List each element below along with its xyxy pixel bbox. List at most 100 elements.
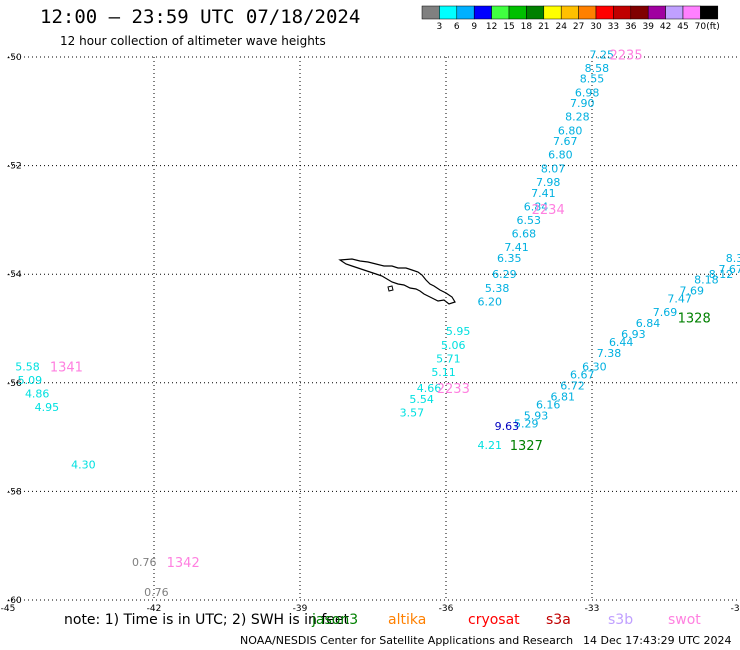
wave-height-label: 6.20: [478, 295, 503, 308]
wave-height-label: 7.67: [553, 135, 578, 148]
wave-height-label: 4.95: [35, 401, 60, 414]
wave-height-label: 5.71: [436, 352, 461, 365]
legend-swatch: [560, 5, 579, 20]
legend-tick-label: 3: [437, 22, 443, 32]
wave-height-label: 7.41: [504, 241, 529, 254]
legend-tick-label: 24: [555, 22, 567, 32]
legend-swatch: [526, 5, 545, 20]
extra-values: 9.63 4.21: [478, 420, 520, 452]
color-legend: 3 6 9 12 15 18 21 24 27 30 33 36 39 42 45 70 (ft): [421, 5, 720, 32]
wave-height-label: 4.21: [478, 439, 503, 452]
pass-id-label: 2234: [532, 203, 565, 218]
wave-height-label: 6.80: [558, 124, 583, 137]
satellite-label: s3a: [546, 612, 571, 628]
wave-height-label: 5.38: [485, 282, 510, 295]
legend-tick-label: 70: [695, 22, 707, 32]
legend-tick-label: 21: [538, 22, 549, 32]
lat-tick-label: -58: [7, 487, 22, 497]
wave-height-label: 8.55: [580, 73, 605, 86]
legend-swatch: [456, 5, 475, 20]
wave-height-label: 5.95: [446, 325, 471, 338]
lat-tick-label: -50: [7, 53, 22, 63]
wave-height-label: 8.28: [565, 111, 590, 124]
lon-tick-label: -30: [731, 604, 740, 614]
wave-height-label: 6.84: [524, 200, 549, 213]
lat-tick-label: -54: [7, 270, 22, 280]
legend-swatch: [665, 5, 684, 20]
lon-tick-label: -33: [585, 604, 600, 614]
legend-tick-label: 18: [521, 22, 533, 32]
wave-height-label: 5.09: [18, 374, 43, 387]
wave-height-label: 0.76: [144, 586, 169, 599]
legend-tick-label: 27: [573, 22, 584, 32]
legend-swatch: [421, 5, 440, 20]
legend-tick-label: 45: [677, 22, 688, 32]
lon-tick-label: -36: [439, 604, 454, 614]
wave-height-label: 6.72: [560, 380, 585, 393]
wave-height-label: 6.80: [548, 149, 573, 162]
wave-height-label: 9.63: [495, 420, 520, 433]
map-grid: -45 -42 -39 -36 -33 -30 -50 -52 -54 -56 -58 -60: [1, 53, 740, 614]
wave-height-label: 6.93: [621, 328, 646, 341]
footer-credit: NOAA/NESDIS Center for Satellite Applica…: [240, 634, 574, 647]
legend-swatch: [543, 5, 562, 20]
wave-height-label: 8.07: [541, 162, 566, 175]
pass-id-label: 1341: [50, 361, 83, 376]
legend-swatch: [682, 5, 701, 20]
wave-height-label: 5.58: [15, 361, 40, 374]
wave-height-label: 8.33: [726, 252, 740, 265]
lat-tick-label: -60: [7, 596, 22, 606]
legend-swatch: [491, 5, 510, 20]
pass-id-label: 1327: [510, 439, 543, 454]
footer-timestamp: 14 Dec 17:43:29 UTC 2024: [583, 634, 732, 647]
wave-height-label: 7.67: [718, 263, 740, 276]
pass-ids: 2235 2234 2233 1328 1327 1341 1342: [50, 48, 711, 571]
lon-tick-label: -45: [1, 604, 16, 614]
wave-height-label: 7.69: [680, 284, 705, 297]
wave-height-label: 7.47: [667, 293, 692, 306]
legend-swatch: [595, 5, 614, 20]
legend-tick-label: 12: [486, 22, 497, 32]
wave-height-label: 8.58: [585, 62, 610, 75]
wave-height-label: 6.81: [551, 390, 576, 403]
legend-swatch: [439, 5, 458, 20]
wave-height-label: 6.53: [516, 214, 541, 227]
page-subtitle: 12 hour collection of altimeter wave hei…: [60, 34, 326, 48]
wave-height-label: 6.67: [570, 369, 595, 382]
wave-height-label: 5.11: [431, 366, 456, 379]
wave-height-label: 0.76: [132, 556, 157, 569]
lat-tick-label: -56: [7, 379, 22, 389]
pass-id-label: 2233: [437, 382, 470, 397]
wave-height-label: 6.84: [636, 317, 661, 330]
satellite-label: jason3: [312, 612, 359, 628]
wave-height-label: 4.30: [71, 458, 96, 471]
wave-height-label: 4.66: [417, 382, 442, 395]
wave-height-label: 7.38: [597, 347, 622, 360]
wave-height-label: 7.90: [570, 97, 595, 110]
wave-height-label: 5.29: [514, 418, 539, 431]
wave-height-label: 7.98: [536, 176, 561, 189]
south-georgia-coastline: [338, 258, 456, 305]
lon-tick-label: -39: [293, 604, 308, 614]
lon-tick-label: -42: [147, 604, 162, 614]
pass-id-label: 2235: [610, 48, 643, 63]
legend-swatch: [700, 5, 719, 20]
wave-height-label: 5.93: [524, 409, 549, 422]
wave-height-label: 6.35: [497, 252, 522, 265]
legend-tick-label: 9: [471, 22, 477, 32]
wave-height-label: 8.12: [709, 268, 734, 281]
legend-tick-label: 15: [503, 22, 514, 32]
legend-swatch: [613, 5, 632, 20]
wave-height-label: 3.57: [400, 407, 425, 420]
legend-swatch: [508, 5, 527, 20]
wave-height-label: 6.30: [582, 361, 607, 374]
wave-height-label: 6.16: [536, 399, 561, 412]
wave-height-label: 4.86: [25, 388, 50, 401]
lat-tick-label: -52: [7, 162, 22, 172]
wave-height-label: 6.68: [512, 227, 537, 240]
legend-swatch: [630, 5, 649, 20]
wave-height-label: 6.44: [609, 336, 634, 349]
wave-height-label: 7.69: [653, 306, 678, 319]
wave-height-label: 7.25: [589, 48, 614, 61]
